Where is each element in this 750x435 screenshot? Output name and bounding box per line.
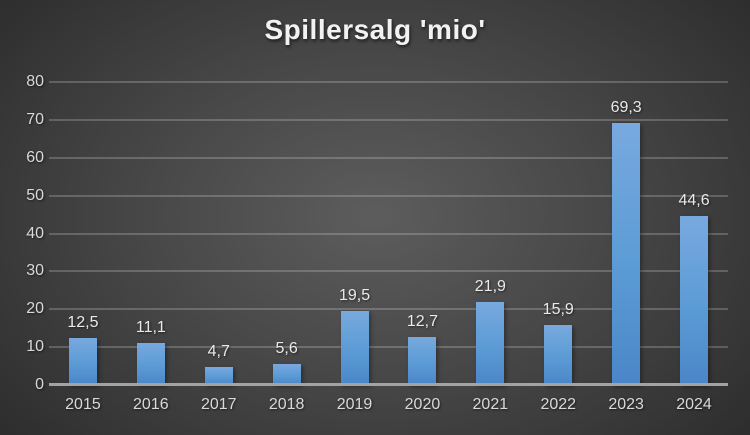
bar-2019 [340, 311, 369, 385]
gridline-70 [49, 118, 728, 121]
data-label-2024: 44,6 [678, 192, 710, 210]
data-label-2022: 15,9 [542, 300, 574, 318]
y-tick-label: 30 [26, 262, 44, 280]
data-label-2021: 21,9 [474, 278, 506, 296]
bar-2017 [204, 367, 233, 385]
gridline-60 [49, 156, 728, 159]
bar-2023 [612, 122, 641, 385]
x-axis-line [49, 383, 728, 386]
y-tick-label: 20 [26, 300, 44, 318]
gridline-20 [49, 308, 728, 311]
x-tick-label-2018: 2018 [268, 396, 305, 413]
gridline-30 [49, 270, 728, 273]
bar-2020 [408, 336, 437, 385]
gridline-40 [49, 232, 728, 235]
y-tick-label: 70 [26, 110, 44, 128]
y-tick-label: 10 [26, 338, 44, 356]
x-tick-label-2016: 2016 [133, 396, 169, 413]
bar-2021 [476, 302, 505, 385]
data-label-2019: 19,5 [338, 287, 371, 305]
x-tick-label-2017: 2017 [200, 396, 237, 413]
gridline-10 [49, 346, 728, 349]
y-tick-label: 80 [26, 73, 44, 90]
data-label-2016: 11,1 [135, 318, 166, 336]
y-tick-label: 50 [26, 186, 44, 204]
bar-2015 [68, 337, 97, 385]
data-label-2018: 5,6 [275, 339, 298, 357]
data-label-2023: 69,3 [610, 98, 642, 116]
bar-2016 [136, 342, 165, 385]
x-tick-label-2023: 2023 [608, 396, 644, 413]
plot-area [49, 81, 728, 386]
x-tick-label-2024: 2024 [676, 396, 712, 413]
y-tick-label: 40 [26, 224, 44, 242]
data-label-2020: 12,7 [406, 312, 438, 330]
bar-2024 [680, 216, 709, 385]
chart-title: Spillersalg 'mio' [264, 14, 486, 45]
gridline-50 [49, 194, 728, 197]
x-tick-label-2015: 2015 [65, 396, 101, 413]
gridline-80 [49, 81, 728, 83]
x-tick-label-2021: 2021 [472, 396, 509, 413]
y-tick-label: 0 [35, 376, 44, 393]
x-tick-label-2019: 2019 [336, 396, 373, 413]
x-tick-label-2020: 2020 [404, 396, 441, 413]
data-label-2015: 12,5 [67, 313, 99, 331]
data-label-2017: 4,7 [207, 343, 230, 361]
y-tick-label: 60 [26, 148, 44, 166]
x-tick-label-2022: 2022 [540, 396, 577, 413]
bar-2018 [272, 363, 301, 385]
bar-2022 [544, 324, 573, 385]
